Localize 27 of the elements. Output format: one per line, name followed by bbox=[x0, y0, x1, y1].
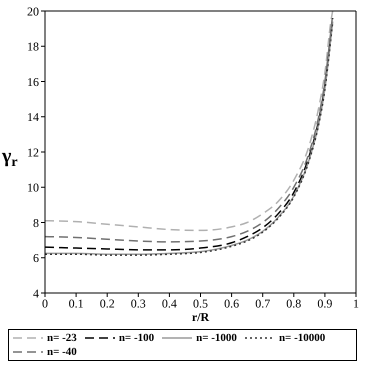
legend-label: n= -40 bbox=[46, 345, 77, 359]
x-tick-label: 0.8 bbox=[286, 296, 302, 311]
x-tick-label: 1 bbox=[353, 296, 359, 311]
y-axis-title: γ$_{r}$ bbox=[1, 145, 18, 170]
x-tick-label: 0 bbox=[42, 296, 48, 311]
legend-label: n= -23 bbox=[46, 331, 77, 345]
legend-label: n= -100 bbox=[118, 331, 154, 345]
y-tick-label: 8 bbox=[33, 216, 39, 230]
x-tick-label: 0.2 bbox=[100, 296, 115, 311]
y-tick-label: 6 bbox=[33, 251, 39, 266]
x-tick-label: 0.6 bbox=[224, 296, 240, 311]
y-tick-label: 12 bbox=[27, 145, 39, 160]
y-tick-label: 20 bbox=[27, 4, 39, 18]
x-axis-title: r/R bbox=[192, 310, 210, 324]
y-tick-label: 18 bbox=[27, 40, 39, 54]
x-tick-label: 0.4 bbox=[162, 296, 177, 311]
y-tick-label: 10 bbox=[27, 180, 39, 195]
x-tick-label: 0.7 bbox=[255, 296, 270, 311]
legend-label: n= -10000 bbox=[278, 331, 326, 345]
y-tick-label: 16 bbox=[27, 74, 39, 89]
y-tick-label: 14 bbox=[27, 110, 39, 124]
legend-label: n= -1000 bbox=[195, 331, 237, 345]
y-tick-label: 4 bbox=[33, 286, 39, 300]
x-tick-label: 0.1 bbox=[68, 296, 84, 311]
x-tick-label: 0.3 bbox=[130, 296, 146, 311]
x-tick-label: 0.5 bbox=[193, 296, 208, 311]
x-tick-label: 0.9 bbox=[317, 296, 332, 311]
